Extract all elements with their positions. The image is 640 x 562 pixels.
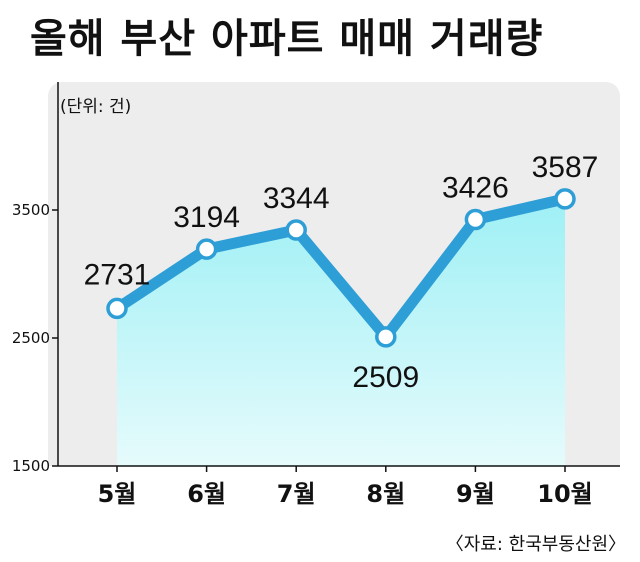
data-point <box>106 297 128 320</box>
data-label: 2509 <box>352 361 419 394</box>
x-tick-label: 6월 <box>187 480 226 508</box>
data-point <box>375 326 397 348</box>
source-note: 〈자료: 한국부동산원〉 <box>445 534 626 555</box>
data-label: 3194 <box>173 201 240 234</box>
data-label: 3426 <box>442 171 509 204</box>
y-tick-label: 3500 <box>12 201 50 219</box>
data-point <box>195 238 218 260</box>
data-point <box>554 188 576 210</box>
data-point <box>464 208 487 231</box>
data-point <box>285 219 307 241</box>
x-tick-label: 5월 <box>98 480 137 508</box>
x-tick-label: 8월 <box>366 480 405 508</box>
chart-title: 올해 부산 아파트 매매 거래량 <box>30 16 544 62</box>
data-label: 3587 <box>532 151 599 184</box>
area-fill <box>117 198 565 466</box>
x-tick-label: 9월 <box>456 480 495 508</box>
x-tick-label: 10월 <box>537 480 592 508</box>
y-tick-label: 1500 <box>12 457 50 475</box>
data-label: 3344 <box>263 182 330 215</box>
x-tick-label: 7월 <box>277 480 316 508</box>
data-label: 2731 <box>84 258 151 291</box>
y-tick-label: 2500 <box>12 329 50 347</box>
unit-label: (단위: 건) <box>60 97 132 117</box>
series-line <box>111 193 571 343</box>
